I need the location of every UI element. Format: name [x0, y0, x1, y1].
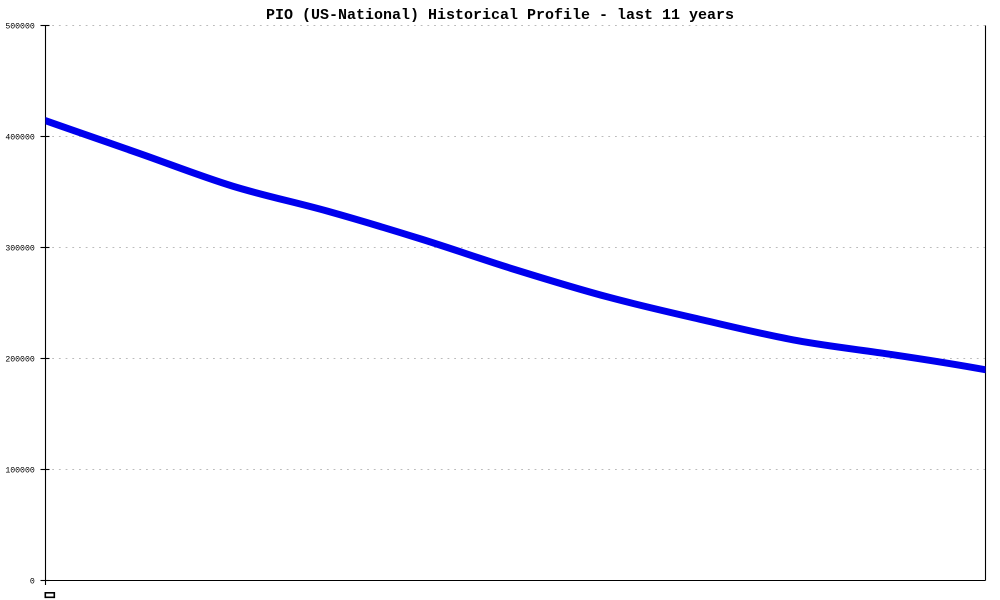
svg-text:300000: 300000	[5, 244, 35, 253]
svg-text:0: 0	[30, 577, 35, 586]
svg-text:100000: 100000	[5, 466, 35, 475]
svg-text:500000: 500000	[5, 22, 35, 31]
svg-text:200000: 200000	[5, 355, 35, 364]
svg-text:400000: 400000	[5, 133, 35, 142]
